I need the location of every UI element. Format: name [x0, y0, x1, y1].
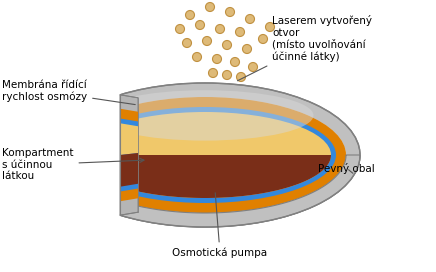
Circle shape — [193, 52, 201, 61]
Circle shape — [222, 70, 232, 79]
Ellipse shape — [96, 90, 313, 141]
Circle shape — [212, 54, 221, 63]
Ellipse shape — [79, 112, 331, 198]
Circle shape — [195, 20, 204, 29]
Text: Membrána řídící
rychlost osmózy: Membrána řídící rychlost osmózy — [2, 80, 135, 105]
Circle shape — [202, 36, 211, 45]
Polygon shape — [120, 95, 122, 109]
Circle shape — [222, 41, 232, 50]
Circle shape — [225, 8, 235, 17]
Circle shape — [236, 73, 245, 82]
Polygon shape — [120, 153, 138, 187]
Circle shape — [183, 39, 191, 48]
Ellipse shape — [74, 107, 336, 203]
Text: Laserem vytvořený
otvor
(místo uvolňování
účinné látky): Laserem vytvořený otvor (místo uvolňován… — [238, 15, 372, 81]
Ellipse shape — [64, 97, 346, 213]
Polygon shape — [120, 201, 122, 215]
Circle shape — [215, 24, 225, 33]
Circle shape — [259, 35, 268, 44]
Polygon shape — [120, 95, 138, 215]
Polygon shape — [79, 155, 331, 198]
Circle shape — [266, 23, 275, 32]
Polygon shape — [120, 119, 138, 191]
Circle shape — [208, 69, 218, 78]
Text: Kompartment
s účinnou
látkou: Kompartment s účinnou látkou — [2, 148, 144, 181]
Circle shape — [242, 45, 252, 54]
Ellipse shape — [64, 97, 346, 213]
Circle shape — [231, 57, 239, 66]
Polygon shape — [50, 155, 360, 227]
Circle shape — [245, 14, 255, 23]
Circle shape — [185, 11, 194, 20]
Circle shape — [205, 2, 215, 11]
Polygon shape — [120, 123, 138, 155]
Text: Osmotická pumpa: Osmotická pumpa — [172, 193, 268, 258]
Circle shape — [176, 24, 184, 33]
Circle shape — [235, 27, 245, 36]
Polygon shape — [120, 109, 138, 201]
Ellipse shape — [50, 83, 360, 227]
Text: Pevný obal: Pevný obal — [318, 162, 375, 174]
Circle shape — [249, 63, 258, 72]
